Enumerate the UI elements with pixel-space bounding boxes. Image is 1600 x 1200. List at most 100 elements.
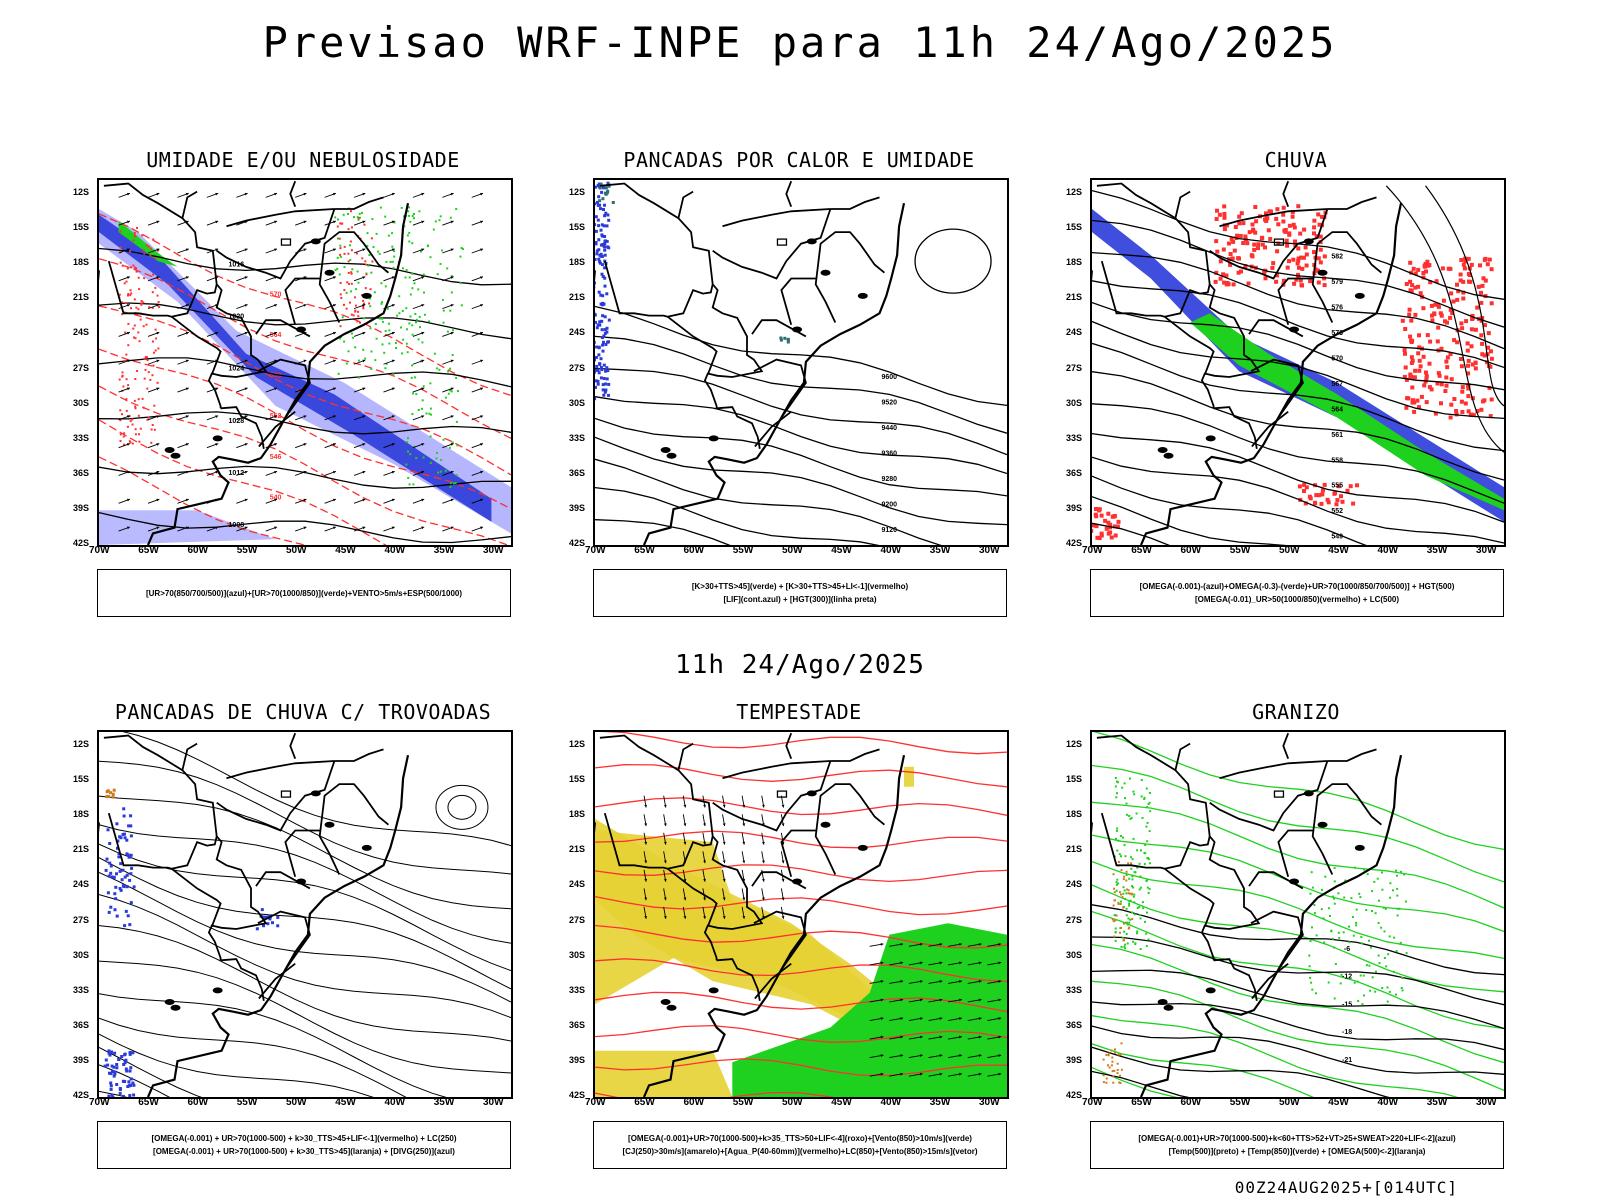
lon-tick-label: 40W (880, 1097, 902, 1108)
lon-tick-label: 45W (1328, 1097, 1349, 1108)
contour-label: 9360 (881, 450, 897, 457)
legend-line: [OMEGA(-0.01)_UR>50(1000/850)(vermelho) … (1194, 595, 1400, 604)
legend-line: [UR>70(850/700/500)](azul)+[UR>70(1000/8… (145, 588, 463, 598)
lon-tick-label: 35W (433, 1097, 455, 1108)
lat-tick-label: 18S (1066, 809, 1083, 820)
contour-label: 579 (1331, 279, 1343, 286)
lon-tick-label: 55W (1229, 545, 1251, 556)
legend-line: [OMEGA(-0.001) + UR>70(1000-500) + k>30_… (151, 1134, 457, 1143)
contour-label: 564 (270, 332, 282, 339)
contour-label: 570 (270, 292, 282, 299)
lat-tick-label: 30S (569, 397, 586, 408)
lat-tick-label: 12S (73, 187, 90, 197)
lat-tick-label: 36S (73, 1019, 90, 1030)
lat-tick-label: 30S (1066, 949, 1083, 960)
legend-line: [OMEGA(-0.001) + UR>70(1000-500) + k>30_… (153, 1147, 455, 1156)
panel-legend: [UR>70(850/700/500)](azul)+[UR>70(1000/8… (97, 569, 511, 617)
lon-tick-label: 40W (384, 545, 406, 556)
contour-label: 558 (1331, 457, 1343, 464)
lon-tick-label: 30W (483, 1097, 504, 1108)
legend-line: [CJ(250)>30m/s](amarelo)+[Agua_P(40-60mm… (622, 1147, 978, 1156)
lon-tick-label: 60W (1180, 1097, 1202, 1108)
lat-tick-label: 18S (73, 257, 90, 268)
lat-tick-label: 33S (569, 984, 586, 995)
contour-label: 9120 (881, 527, 897, 534)
lat-tick-label: 27S (569, 362, 586, 373)
lat-tick-label: 33S (73, 984, 90, 995)
lat-tick-label: 15S (569, 774, 586, 785)
lat-tick-label: 18S (1066, 257, 1083, 268)
contour-label: 1016 (229, 261, 245, 268)
legend-line: [LIF](cont.azul) + [HGT(300)](linha pret… (723, 595, 877, 604)
lon-tick-label: 55W (1229, 1097, 1251, 1108)
lat-tick-label: 33S (569, 432, 586, 443)
lon-tick-label: 40W (384, 1097, 406, 1108)
panel-title: PANCADAS POR CALOR E UMIDADE (623, 148, 975, 172)
contour-label: 1008 (229, 522, 245, 529)
contour-label: -6 (1344, 946, 1350, 953)
lat-tick-label: 24S (73, 879, 90, 890)
contour-label: -15 (1342, 1001, 1352, 1008)
lon-tick-label: 70W (89, 1097, 110, 1108)
panel-title: TEMPESTADE (736, 700, 862, 724)
lon-tick-label: 50W (286, 1097, 307, 1108)
lat-tick-label: 42S (1066, 1090, 1083, 1100)
lon-tick-label: 65W (1131, 545, 1152, 556)
lat-tick-label: 39S (1066, 1054, 1083, 1065)
map-canvas: -6 -12 -15 -18 -21 (1090, 730, 1506, 1099)
lat-tick-label: 39S (73, 502, 90, 513)
lon-tick-label: 30W (979, 1097, 1000, 1108)
lat-tick-label: 15S (1066, 222, 1083, 233)
map-graphic (99, 732, 511, 1097)
lat-tick-label: 21S (1066, 844, 1083, 855)
contour-label: 564 (1331, 406, 1343, 413)
lat-tick-label: 18S (569, 809, 586, 820)
map-canvas: 5825795765735705675645615585555525495465… (1090, 178, 1506, 547)
map-canvas (593, 730, 1009, 1099)
lat-tick-label: 36S (73, 467, 90, 478)
lat-tick-label: 39S (569, 1054, 586, 1065)
contour-label: 1012 (229, 470, 245, 477)
lon-tick-label: 55W (236, 1097, 258, 1108)
contour-label: 576 (1331, 304, 1343, 311)
lat-tick-label: 12S (1066, 187, 1083, 197)
contour-label: -12 (1342, 974, 1352, 981)
lat-tick-label: 33S (1066, 984, 1083, 995)
lat-tick-label: 15S (569, 222, 586, 233)
lat-tick-label: 15S (73, 774, 90, 785)
lat-tick-label: 39S (73, 1054, 90, 1065)
lon-tick-label: 70W (585, 545, 606, 556)
contour-label: 558 (270, 373, 282, 380)
lat-tick-label: 36S (1066, 467, 1083, 478)
contour-label: 9440 (881, 425, 897, 432)
contour-label: 1028 (229, 418, 245, 425)
contour-label: 555 (1331, 483, 1343, 490)
panel-legend: [OMEGA(-0.001)+UR>70(1000-500)+k<60+TTS>… (1090, 1121, 1504, 1169)
lat-tick-label: 30S (73, 397, 90, 408)
lon-tick-label: 55W (732, 1097, 754, 1108)
lat-tick-label: 42S (73, 538, 90, 548)
lon-tick-label: 30W (483, 545, 504, 556)
contour-label: 567 (1331, 381, 1343, 388)
lat-tick-label: 24S (1066, 879, 1083, 890)
lon-tick-label: 55W (236, 545, 258, 556)
run-info-footer: 00Z24AUG2025+[014UTC] (1234, 1178, 1458, 1197)
lon-tick-label: 35W (929, 1097, 951, 1108)
legend-line: [OMEGA(-0.001)+UR>70(1000-500)+k<60+TTS>… (1138, 1134, 1456, 1143)
lon-tick-label: 35W (929, 545, 951, 556)
lat-tick-label: 39S (1066, 502, 1083, 513)
lon-tick-label: 60W (187, 545, 209, 556)
lon-tick-label: 30W (979, 545, 1000, 556)
lat-tick-label: 42S (569, 1090, 586, 1100)
lon-tick-label: 45W (831, 1097, 852, 1108)
lat-tick-label: 27S (73, 914, 90, 925)
map-graphic: 960095209440936092809200912090408960 (595, 180, 1007, 545)
legend-line: [Temp(500)](preto) + [Temp(850)](verde) … (1168, 1147, 1426, 1156)
panel-legend: [K>30+TTS>45](verde) + [K>30+TTS>45+LI<-… (593, 569, 1007, 617)
panel-title: UMIDADE E/OU NEBULOSIDADE (146, 148, 460, 172)
lon-tick-label: 65W (138, 545, 159, 556)
lat-tick-label: 27S (569, 914, 586, 925)
contour-label: 9280 (881, 476, 897, 483)
panel-title: GRANIZO (1252, 700, 1340, 724)
contour-label: -18 (1342, 1029, 1352, 1036)
